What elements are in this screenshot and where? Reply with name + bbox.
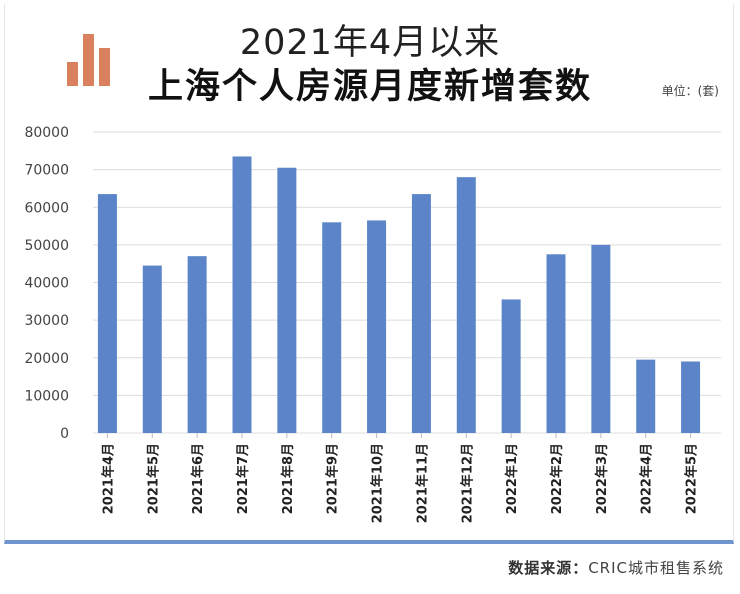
x-tick-label: 2021年7月 [235,443,251,514]
bar [97,194,117,433]
x-tick-label: 2021年9月 [325,443,341,514]
y-tick-label: 20000 [24,351,69,367]
chart-card: 2021年4月以来 上海个人房源月度新增套数 单位：(套) 0 10000 2000… [4,4,734,544]
x-tick-label: 2021年12月 [459,443,475,523]
x-tick-label: 2022年1月 [504,443,520,514]
bar [322,222,342,433]
bar [681,361,701,433]
bar [367,220,387,433]
x-tick-label: 2022年3月 [594,443,610,514]
chart-title-line1: 2021年4月以来 [239,23,501,63]
y-tick-label: 60000 [24,200,69,216]
chart-header: 2021年4月以来 上海个人房源月度新增套数 单位：(套) [5,4,735,108]
bar [411,194,431,433]
x-tick-label: 2021年11月 [414,443,430,523]
bar [232,156,252,434]
y-tick-label: 30000 [24,313,69,329]
bar-chart: 0 10000 20000 30000 40000 50000 60000 70000 8000… [24,125,721,523]
y-tick-label: 10000 [24,388,69,404]
y-tick-label: 70000 [24,163,69,179]
bar-chart-icon [67,34,110,86]
source-label: 数据来源： [508,559,589,577]
x-tick-label: 2022年4月 [639,443,655,514]
unit-label: 单位：(套) [661,84,719,98]
x-tick-label: 2021年8月 [280,443,296,514]
y-tick-label: 80000 [24,125,69,141]
x-tick-label: 2021年6月 [190,443,206,514]
bar [456,177,476,433]
chart-title-line2: 上海个人房源月度新增套数 [147,67,592,107]
x-tick-label: 2022年2月 [549,443,565,514]
y-tick-label: 40000 [24,276,69,292]
bar [187,256,207,433]
bar [501,299,521,433]
bar [142,265,162,433]
source-value: CRIC城市租售系统 [588,559,724,577]
x-tick-label: 2021年10月 [370,443,386,523]
bar [591,244,611,433]
y-tick-label: 50000 [24,238,69,254]
bar [546,254,566,433]
data-source: 数据来源：CRIC城市租售系统 [508,557,724,578]
x-tick-label: 2021年4月 [100,443,116,514]
bar [277,167,297,433]
x-tick-label: 2021年5月 [145,443,161,514]
x-tick-label: 2022年5月 [684,443,700,514]
bar [636,359,656,433]
y-tick-label: 0 [60,426,69,442]
